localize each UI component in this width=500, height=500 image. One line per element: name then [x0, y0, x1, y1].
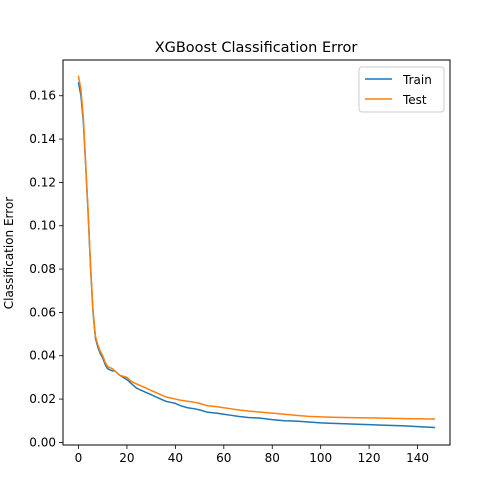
legend-train-label: Train [402, 73, 432, 87]
y-tick-label: 0.08 [29, 262, 56, 276]
x-tick-label: 60 [216, 451, 231, 465]
plot-frame [62, 59, 451, 446]
x-tick-label: 40 [168, 451, 183, 465]
x-tick-label: 0 [75, 451, 83, 465]
y-tick-label: 0.02 [29, 392, 56, 406]
legend: Train Test [358, 66, 445, 113]
y-tick-label: 0.10 [29, 219, 56, 233]
y-tick-label: 0.16 [29, 89, 56, 103]
y-tick-label: 0.14 [29, 132, 56, 146]
legend-test-label: Test [402, 93, 427, 107]
y-tick-label: 0.12 [29, 175, 56, 189]
y-tick-label: 0.04 [29, 349, 56, 363]
x-tick-label: 20 [119, 451, 134, 465]
series-line-train [77, 82, 436, 429]
x-tick-label: 140 [406, 451, 429, 465]
y-tick-label: 0.00 [29, 435, 56, 449]
chart-title: XGBoost Classification Error [155, 40, 358, 56]
x-tick-label: 100 [309, 451, 332, 465]
y-tick-label: 0.06 [29, 305, 56, 319]
x-axis-ticks: 0 20 40 60 80 100 120 140 [75, 445, 429, 465]
series-line-test [77, 75, 436, 420]
series-layer [77, 75, 436, 429]
x-tick-label: 120 [358, 451, 381, 465]
y-axis-ticks: 0.00 0.02 0.04 0.06 0.08 0.10 0.12 0.14 0.16 [29, 89, 63, 449]
y-axis-label: Classification Error [2, 197, 16, 310]
x-tick-label: 80 [265, 451, 280, 465]
